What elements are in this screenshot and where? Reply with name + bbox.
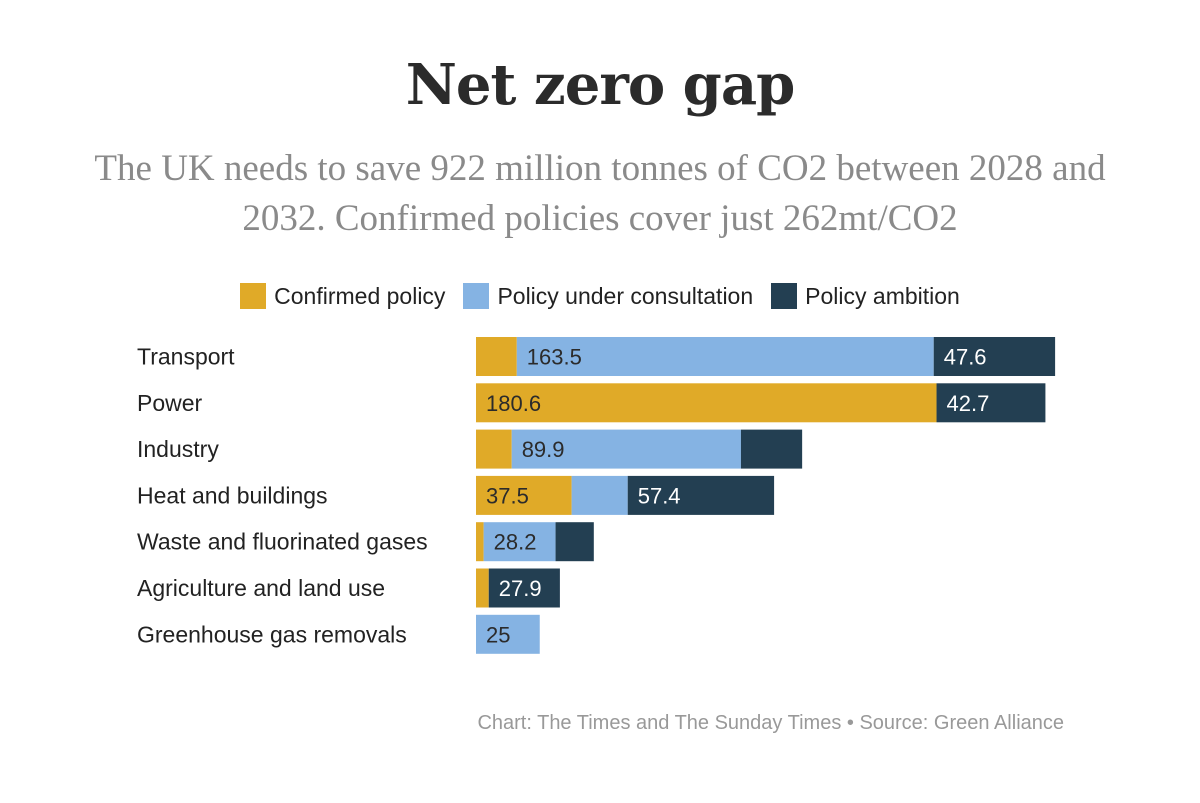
category-label: Industry	[137, 436, 219, 462]
category-label: Agriculture and land use	[137, 575, 385, 601]
legend-item-ambition: Policy ambition	[771, 283, 960, 310]
legend-label-confirmed: Confirmed policy	[274, 282, 446, 309]
bar-segment	[476, 337, 517, 376]
legend-item-consultation: Policy under consultation	[463, 283, 753, 310]
legend-label-ambition: Policy ambition	[805, 282, 960, 309]
value-label: 25	[486, 622, 510, 647]
stacked-bar-chart: Transport 163.5 47.6 Power 180.6 42.7 Industry…	[137, 337, 1056, 654]
category-label: Greenhouse gas removals	[137, 621, 407, 647]
value-label: 27.9	[499, 576, 542, 601]
bar-segment	[627, 475, 775, 515]
bar-segment	[740, 429, 803, 469]
category-label: Transport	[137, 344, 235, 370]
value-label: 163.5	[527, 345, 582, 370]
chart-title: Net zero gap	[405, 52, 796, 118]
legend-swatch-confirmed	[240, 283, 267, 309]
value-label: 42.7	[947, 391, 990, 416]
legend-swatch-consultation	[463, 283, 490, 309]
value-label: 89.9	[522, 437, 565, 462]
legend: Confirmed policy Policy under consultati…	[0, 280, 1200, 312]
source-note: Chart: The Times and The Sunday Times • …	[477, 712, 1064, 734]
category-label: Power	[137, 390, 203, 416]
bar-segment	[476, 614, 540, 654]
category-label: Waste and fluorinated gases	[137, 529, 428, 555]
bar-segment	[936, 383, 1046, 423]
bar-segment	[511, 429, 741, 469]
bar-segment	[488, 568, 560, 608]
bar-segment	[933, 337, 1056, 376]
bar-segment	[483, 522, 556, 562]
bar-segment	[476, 383, 937, 423]
bar-segment	[476, 429, 512, 469]
bar-segment	[571, 475, 628, 515]
bar-segment	[476, 568, 489, 608]
legend-swatch-ambition	[771, 283, 798, 309]
value-label: 47.6	[944, 345, 987, 370]
bar-segment	[555, 522, 594, 562]
value-label: 28.2	[494, 530, 537, 555]
value-label: 180.6	[486, 391, 541, 416]
bar-segment	[476, 475, 572, 515]
value-label: 57.4	[638, 483, 681, 508]
category-label: Heat and buildings	[137, 482, 328, 508]
chart-subtitle: The UK needs to save 922 million tonnes …	[94, 148, 1106, 239]
legend-label-consultation: Policy under consultation	[497, 282, 754, 309]
bar-segment	[516, 337, 934, 376]
legend-item-confirmed: Confirmed policy	[240, 283, 445, 310]
bar-segment	[476, 522, 484, 562]
value-label: 37.5	[486, 483, 529, 508]
